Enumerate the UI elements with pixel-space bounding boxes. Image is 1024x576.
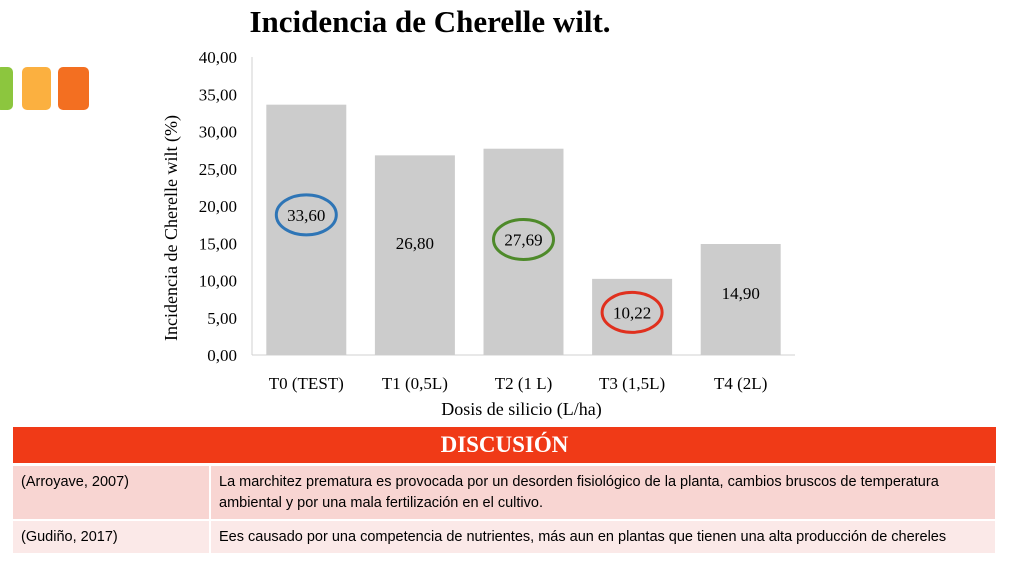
- bar: [483, 148, 564, 355]
- x-axis-title: Dosis de silicio (L/ha): [441, 399, 601, 420]
- discussion-text-cell: La marchitez prematura es provocada por …: [210, 464, 997, 522]
- highlight-circle: [600, 290, 664, 334]
- discussion-text-cell: Ees causado por una competencia de nutri…: [210, 520, 997, 556]
- x-tick-label: T4 (2L): [714, 374, 767, 393]
- table-row: (Gudiño, 2017) Ees causado por una compe…: [13, 520, 997, 556]
- x-tick-label: T2 (1 L): [495, 374, 553, 393]
- bar: [374, 155, 455, 355]
- reference-cell: (Arroyave, 2007): [13, 464, 211, 522]
- y-tick-label: 15,00: [199, 234, 237, 253]
- y-tick-label: 5,00: [207, 309, 237, 328]
- x-tick-label: T1 (0,5L): [382, 374, 448, 393]
- decor-orange-block: [58, 67, 89, 110]
- data-label: 10,22: [613, 303, 651, 322]
- decor-yellow-block: [22, 67, 51, 110]
- highlight-circle: [492, 217, 555, 261]
- bar: [700, 243, 781, 355]
- bar-chart: 0,00 5,00 10,00 15,00 20,00 25,00 30,00 35,00 40…: [161, 48, 795, 420]
- y-tick-label: 20,00: [199, 197, 237, 216]
- y-tick-label: 0,00: [207, 346, 237, 365]
- discussion-header: DISCUSIÓN: [13, 427, 996, 466]
- y-tick-label: 40,00: [199, 48, 237, 67]
- y-tick-label: 35,00: [199, 85, 237, 104]
- y-tick-label: 30,00: [199, 123, 237, 142]
- x-tick-label: T3 (1,5L): [599, 374, 665, 393]
- highlight-circle: [274, 193, 338, 237]
- data-label: 33,60: [287, 206, 325, 225]
- table-row: (Arroyave, 2007) La marchitez prematura …: [13, 464, 997, 522]
- y-axis-title: Incidencia de Cherelle wilt (%): [161, 115, 182, 341]
- bar: [266, 104, 347, 356]
- chart-title: Incidencia de Cherelle wilt.: [249, 4, 611, 39]
- reference-cell: (Gudiño, 2017): [13, 520, 211, 556]
- y-tick-label: 10,00: [199, 272, 237, 291]
- data-label: 26,80: [396, 234, 434, 253]
- discussion-table: DISCUSIÓN (Arroyave, 2007) La marchitez …: [13, 427, 997, 556]
- decor-green-block: [0, 67, 13, 110]
- data-label: 14,90: [722, 284, 760, 303]
- data-label: 27,69: [504, 230, 542, 249]
- x-tick-label: T0 (TEST): [269, 374, 344, 393]
- y-tick-label: 25,00: [199, 160, 237, 179]
